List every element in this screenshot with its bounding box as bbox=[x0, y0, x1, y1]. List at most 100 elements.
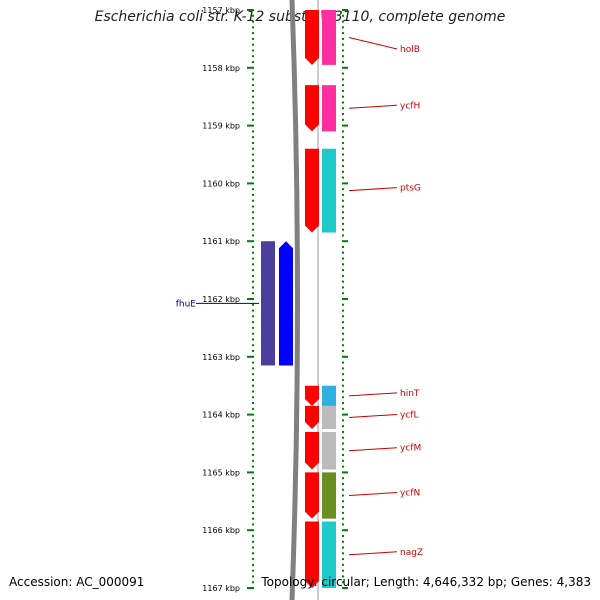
minor-tick-right bbox=[342, 309, 344, 312]
minor-tick-right bbox=[342, 575, 344, 578]
gene-label-ptsG: ptsG bbox=[400, 184, 421, 194]
minor-tick-right bbox=[342, 552, 344, 555]
minor-tick-right bbox=[342, 159, 344, 162]
minor-tick-left bbox=[252, 113, 254, 116]
minor-tick-right bbox=[342, 61, 344, 64]
minor-tick-right bbox=[342, 390, 344, 393]
gene-arrow-ptsG bbox=[305, 148, 319, 233]
minor-tick-left bbox=[252, 378, 254, 381]
major-tick-left bbox=[247, 355, 254, 358]
minor-tick-right bbox=[342, 407, 344, 410]
minor-tick-right bbox=[342, 303, 344, 306]
minor-tick-left bbox=[252, 477, 254, 480]
minor-tick-left bbox=[252, 193, 254, 196]
minor-tick-left bbox=[252, 251, 254, 254]
minor-tick-right bbox=[342, 321, 344, 324]
minor-tick-left bbox=[252, 511, 254, 514]
gene-arrow-nagZ bbox=[305, 521, 319, 588]
minor-tick-left bbox=[252, 534, 254, 537]
minor-tick-right bbox=[342, 517, 344, 520]
minor-tick-left bbox=[252, 205, 254, 208]
minor-tick-left bbox=[252, 153, 254, 156]
minor-tick-left bbox=[252, 506, 254, 509]
minor-tick-left bbox=[252, 309, 254, 312]
tick-labels: 1157 kbp 1158 kbp 1159 kbp 1160 kbp 1161 kbp… bbox=[202, 6, 240, 593]
minor-tick-right bbox=[342, 84, 344, 87]
minor-tick-right bbox=[342, 326, 344, 329]
minor-tick-right bbox=[342, 344, 344, 347]
minor-tick-right bbox=[342, 136, 344, 139]
gene-connector-ycfH bbox=[348, 104, 398, 109]
gene-arrow-fhuE bbox=[279, 241, 293, 366]
tick-label: 1160 kbp bbox=[202, 179, 240, 188]
minor-tick-left bbox=[252, 482, 254, 485]
tick-label: 1158 kbp bbox=[202, 64, 240, 73]
minor-tick-right bbox=[342, 78, 344, 81]
minor-tick-right bbox=[342, 245, 344, 248]
major-tick-left bbox=[247, 66, 254, 69]
tick-label: 1161 kbp bbox=[202, 237, 240, 246]
minor-tick-left bbox=[252, 558, 254, 561]
minor-tick-right bbox=[342, 280, 344, 283]
minor-tick-right bbox=[342, 477, 344, 480]
minor-tick-left bbox=[252, 234, 254, 237]
minor-tick-right bbox=[342, 506, 344, 509]
minor-tick-right bbox=[342, 113, 344, 116]
major-tick-right bbox=[342, 413, 348, 416]
backbone-arc bbox=[289, 0, 300, 600]
minor-tick-left bbox=[252, 245, 254, 248]
minor-tick-right bbox=[342, 193, 344, 196]
minor-tick-left bbox=[252, 338, 254, 341]
minor-tick-right bbox=[342, 419, 344, 422]
gene-labels: holB ycfH ptsG fhuE hinT ycfL ycfM ycfN nagZ bbox=[176, 36, 423, 558]
minor-tick-right bbox=[342, 55, 344, 58]
minor-tick-right bbox=[342, 228, 344, 231]
minor-tick-left bbox=[252, 20, 254, 23]
minor-tick-right bbox=[342, 20, 344, 23]
minor-tick-left bbox=[252, 165, 254, 168]
minor-tick-left bbox=[252, 459, 254, 462]
minor-tick-right bbox=[342, 465, 344, 468]
gene-connector-hinT bbox=[348, 392, 398, 397]
minor-tick-left bbox=[252, 575, 254, 578]
minor-tick-left bbox=[252, 228, 254, 231]
gene-category-hinT bbox=[322, 385, 336, 406]
minor-tick-right bbox=[342, 107, 344, 110]
minor-tick-left bbox=[252, 344, 254, 347]
minor-tick-right bbox=[342, 558, 344, 561]
minor-tick-left bbox=[252, 78, 254, 81]
minor-tick-left bbox=[252, 361, 254, 364]
tick-label: 1166 kbp bbox=[202, 526, 240, 535]
minor-tick-right bbox=[342, 436, 344, 439]
minor-tick-right bbox=[342, 43, 344, 46]
gene-label-nagZ: nagZ bbox=[400, 548, 423, 558]
minor-tick-left bbox=[252, 222, 254, 225]
minor-tick-left bbox=[252, 581, 254, 584]
major-tick-right bbox=[342, 9, 348, 11]
minor-tick-left bbox=[252, 159, 254, 162]
gene-label-ycfL: ycfL bbox=[400, 410, 418, 420]
minor-tick-right bbox=[342, 396, 344, 399]
minor-tick-right bbox=[342, 378, 344, 381]
accession-label: Accession: AC_000091 bbox=[9, 575, 145, 589]
gene-connector-nagZ bbox=[348, 551, 398, 556]
minor-tick-left bbox=[252, 257, 254, 260]
minor-tick-right bbox=[342, 72, 344, 75]
minor-tick-right bbox=[342, 263, 344, 266]
major-tick-left bbox=[247, 298, 254, 300]
minor-tick-left bbox=[252, 569, 254, 572]
major-tick-right bbox=[342, 529, 348, 532]
minor-tick-left bbox=[252, 563, 254, 566]
major-tick-right bbox=[342, 124, 348, 127]
minor-tick-left bbox=[252, 274, 254, 277]
major-tick-right bbox=[342, 240, 348, 243]
minor-tick-right bbox=[342, 546, 344, 549]
minor-tick-right bbox=[342, 500, 344, 503]
gene-arrow-holB bbox=[305, 10, 319, 65]
minor-tick-right bbox=[342, 37, 344, 40]
gene-label-fhuE: fhuE bbox=[176, 299, 197, 309]
gene-category-fhuE bbox=[261, 241, 275, 366]
minor-tick-left bbox=[252, 14, 254, 17]
minor-tick-right bbox=[342, 176, 344, 179]
